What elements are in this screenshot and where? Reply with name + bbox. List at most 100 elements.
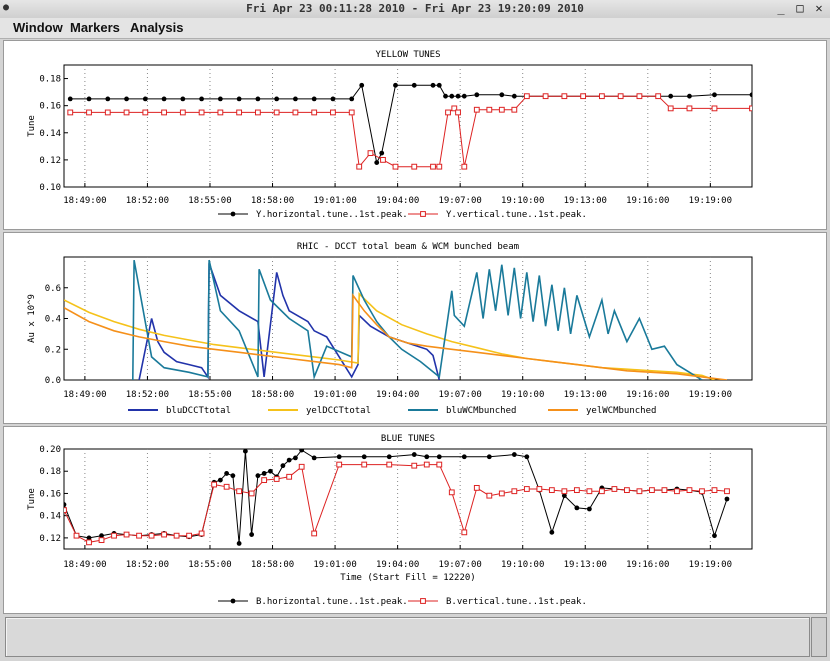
- data-point: [523, 93, 530, 100]
- x-tick-label: 19:10:00: [501, 390, 544, 400]
- plot-area: [63, 256, 753, 381]
- data-point: [749, 92, 752, 98]
- data-point: [536, 486, 543, 492]
- data-point: [445, 109, 451, 116]
- window-titlebar[interactable]: ● Fri Apr 23 00:11:28 2010 - Fri Apr 23 …: [0, 0, 830, 19]
- x-tick-label: 18:49:00: [63, 196, 106, 206]
- data-point: [711, 487, 718, 494]
- x-tick-label: 19:19:00: [689, 196, 732, 206]
- y-tick-label: 0.0: [45, 376, 61, 386]
- maximize-icon[interactable]: □: [796, 1, 804, 15]
- data-point: [393, 82, 398, 88]
- x-tick-label: 19:07:00: [438, 390, 481, 400]
- data-point: [311, 96, 317, 102]
- legend-marker: [420, 211, 426, 217]
- data-point: [99, 533, 104, 539]
- data-point: [261, 477, 268, 484]
- data-point: [687, 93, 692, 99]
- x-tick-label: 18:49:00: [63, 560, 106, 570]
- legend-label: bluWCMbunched: [446, 406, 516, 416]
- data-point: [686, 487, 693, 494]
- data-point: [724, 488, 730, 495]
- data-point: [64, 507, 67, 514]
- status-scrollbar[interactable]: [811, 617, 827, 657]
- data-point: [180, 96, 186, 102]
- data-point: [511, 488, 518, 495]
- y-tick-label: 0.10: [39, 183, 61, 193]
- data-point: [348, 109, 355, 116]
- data-point: [86, 535, 92, 541]
- data-point: [111, 532, 117, 539]
- y-tick-label: 0.14: [39, 512, 61, 522]
- rhic-beam-chart: RHIC - DCCT total beam & WCM bunched bea…: [27, 242, 753, 416]
- data-point: [86, 96, 92, 102]
- x-tick-label: 18:58:00: [251, 196, 294, 206]
- x-tick-label: 19:01:00: [313, 196, 356, 206]
- data-point: [249, 532, 255, 537]
- x-tick-label: 19:01:00: [313, 560, 356, 570]
- y-tick-label: 0.12: [39, 156, 61, 166]
- data-point: [449, 93, 455, 99]
- data-point: [173, 532, 180, 539]
- data-point: [186, 532, 192, 539]
- data-point: [293, 96, 298, 102]
- data-point: [498, 490, 505, 497]
- series-yelWCMbunched: [64, 292, 728, 380]
- data-point: [254, 109, 261, 116]
- app-icon[interactable]: ●: [3, 2, 10, 13]
- x-tick-label: 18:58:00: [251, 560, 294, 570]
- data-point: [273, 476, 280, 482]
- data-point: [411, 452, 417, 457]
- data-point: [712, 533, 717, 539]
- menu-analysis[interactable]: Analysis: [130, 20, 184, 35]
- legend-label: B.horizontal.tune..1st.peak.: [256, 597, 408, 607]
- data-point: [148, 532, 155, 539]
- data-point: [561, 493, 567, 499]
- series-bluWCMbunched: [132, 259, 703, 380]
- menu-window[interactable]: Window: [13, 20, 63, 35]
- data-point: [356, 163, 363, 170]
- yellow-tunes-chart: YELLOW TUNES Tune 0.10 0.12 0.14 0.16 0.18 18:4…: [27, 50, 753, 220]
- series-line: [64, 292, 728, 380]
- data-point: [548, 487, 555, 494]
- data-point: [699, 488, 705, 495]
- data-point: [511, 93, 517, 99]
- data-point: [524, 454, 530, 460]
- data-point: [386, 461, 393, 468]
- data-point: [86, 539, 92, 546]
- minimize-icon[interactable]: _: [777, 1, 785, 15]
- data-point: [573, 487, 580, 494]
- menu-markers[interactable]: Markers: [70, 20, 120, 35]
- chart-title: YELLOW TUNES: [375, 50, 440, 60]
- data-point: [273, 109, 280, 116]
- x-tick-label: 19:01:00: [313, 390, 356, 400]
- data-point: [311, 530, 318, 537]
- data-point: [67, 109, 74, 116]
- series-B.vertical.tune..1st.peak.: [64, 461, 730, 546]
- data-point: [198, 109, 205, 116]
- data-point: [64, 502, 67, 507]
- x-tick-label: 18:49:00: [63, 390, 106, 400]
- data-point: [411, 163, 418, 170]
- x-tick-label: 19:07:00: [438, 560, 481, 570]
- data-point: [123, 531, 130, 538]
- data-point: [223, 483, 230, 490]
- data-point: [686, 105, 693, 112]
- data-point: [430, 163, 436, 170]
- data-point: [198, 530, 205, 537]
- x-tick-label: 18:52:00: [126, 390, 169, 400]
- data-point: [255, 473, 261, 479]
- data-point: [461, 93, 467, 99]
- x-tick-label: 18:55:00: [188, 196, 231, 206]
- y-axis-label: Tune: [27, 488, 37, 510]
- data-point: [668, 93, 674, 99]
- series-line: [132, 259, 703, 380]
- window-title: Fri Apr 23 00:11:28 2010 - Fri Apr 23 19…: [246, 2, 584, 15]
- data-point: [336, 454, 342, 460]
- data-point: [411, 462, 418, 469]
- data-point: [451, 105, 458, 112]
- data-point: [711, 105, 718, 112]
- data-point: [330, 109, 336, 116]
- data-point: [636, 488, 643, 495]
- close-icon[interactable]: ✕: [815, 1, 823, 15]
